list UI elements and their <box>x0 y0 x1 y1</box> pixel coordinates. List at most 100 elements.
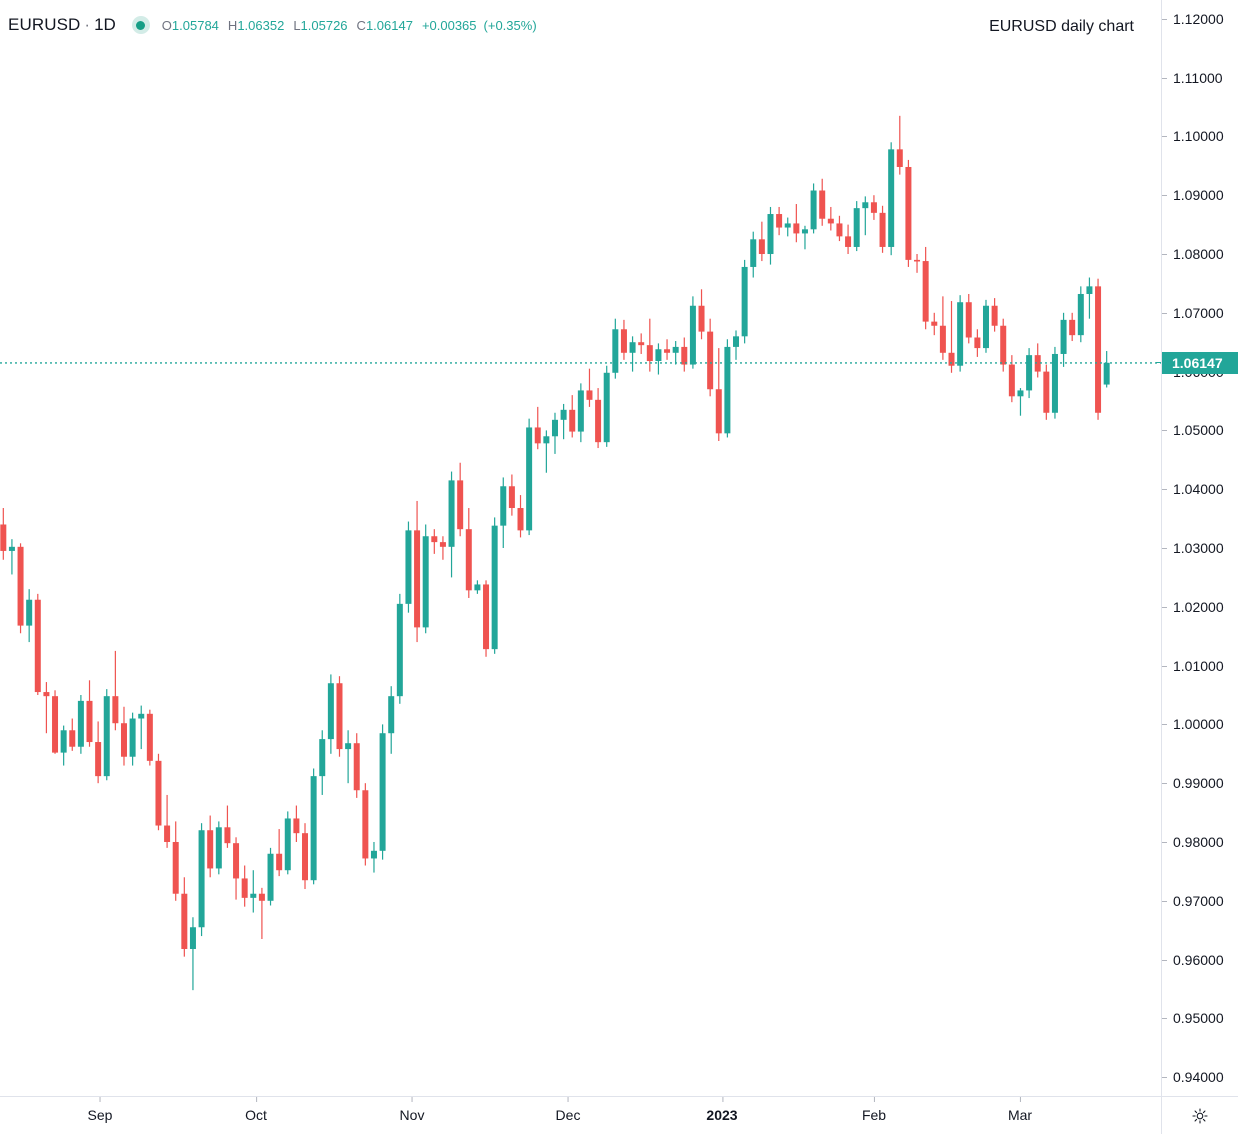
chart-settings-button[interactable] <box>1161 1096 1238 1134</box>
candle-body <box>491 525 498 650</box>
ohlc-key: H <box>227 17 238 33</box>
ohlc-values: O1.05784 H1.06352 L1.05726 C1.06147 +0.00365… <box>162 18 537 33</box>
candle-body <box>1000 325 1007 365</box>
candle-body <box>345 743 352 750</box>
candle-body <box>370 850 377 859</box>
candle-body <box>715 389 722 434</box>
candle-body <box>233 843 240 879</box>
candle-body <box>1060 319 1067 354</box>
candle-body <box>508 486 515 509</box>
candle-body <box>758 239 765 255</box>
candle-body <box>181 893 188 949</box>
candle-wick <box>1019 388 1022 416</box>
candle-body <box>655 349 662 362</box>
candle-body <box>1095 286 1102 413</box>
time-axis-tick: Dec <box>556 1097 580 1123</box>
candle-body <box>8 546 15 551</box>
candle-body <box>620 329 627 353</box>
time-axis-tick-label: Nov <box>399 1107 425 1123</box>
chart-note: EURUSD daily chart <box>989 18 1134 35</box>
price-change: +0.00365 <box>421 17 477 33</box>
candle-body <box>103 696 110 777</box>
candle-body <box>879 212 886 247</box>
candle-body <box>474 584 481 591</box>
candle-body <box>189 927 196 950</box>
ohlc-key: L <box>293 17 301 33</box>
ohlc-h: H1.06352 <box>228 18 284 33</box>
candle-body <box>353 743 360 791</box>
candle-body <box>853 208 860 247</box>
candle-body <box>965 302 972 338</box>
candle-body <box>34 599 41 693</box>
candle-wick <box>226 805 229 848</box>
candle-body <box>801 229 808 234</box>
candle-body <box>439 542 446 547</box>
candle-body <box>120 723 127 757</box>
candle-body <box>577 390 584 432</box>
ohlc-key: C <box>356 17 366 33</box>
price-axis-tick-label: 0.95000 <box>1173 1010 1224 1027</box>
candle-wick <box>631 336 634 372</box>
candle-body <box>1008 364 1015 397</box>
candle-body <box>164 825 171 842</box>
candle-body <box>888 149 895 247</box>
candle-body <box>870 202 877 213</box>
candle-body <box>551 419 558 437</box>
candle-body <box>517 508 524 531</box>
live-dot-icon[interactable] <box>130 14 152 36</box>
candle-body <box>198 830 205 928</box>
candle-body <box>586 390 593 400</box>
last-price-badge[interactable]: 1.06147 <box>1156 351 1238 374</box>
time-axis-tick-label: Mar <box>1007 1107 1033 1123</box>
candle-body <box>396 603 403 697</box>
price-axis-tick-label: 1.02000 <box>1173 598 1224 615</box>
symbol-title[interactable]: EURUSD <box>8 15 81 34</box>
candle-wick <box>442 536 444 560</box>
price-change-percent: (+0.35%) <box>483 17 537 33</box>
candle-wick <box>545 430 547 473</box>
interval-label[interactable]: 1D <box>94 15 116 34</box>
candle-wick <box>588 368 591 407</box>
candle-wick <box>45 682 48 734</box>
candle-body <box>664 349 671 353</box>
ohlc-key: O <box>161 17 172 33</box>
candle-body <box>991 305 998 326</box>
candle-wick <box>252 870 254 913</box>
candle-body <box>215 827 222 869</box>
time-axis[interactable]: Sep Oct Nov Dec 2023 Feb Mar <box>0 1096 1161 1134</box>
candle-body <box>17 546 24 626</box>
price-axis-tick-label: 1.10000 <box>1173 128 1224 145</box>
time-axis-tick: Sep <box>88 1097 112 1123</box>
candle-body <box>922 261 929 322</box>
price-axis-tick-label: 1.00000 <box>1173 716 1224 733</box>
candle-body <box>810 190 817 230</box>
candle-body <box>724 346 731 434</box>
candle-body <box>845 236 852 247</box>
candle-body <box>1051 353 1058 413</box>
price-axis-tick-label: 1.01000 <box>1173 657 1224 674</box>
candle-body <box>379 733 386 851</box>
candle-body <box>534 427 541 444</box>
candle-body <box>595 399 602 443</box>
chart-plot-area[interactable] <box>0 0 1161 1096</box>
price-axis-tick-label: 1.12000 <box>1173 10 1224 27</box>
candle-body <box>827 218 834 224</box>
candle-body <box>129 718 136 757</box>
time-axis-tick-label: Dec <box>555 1107 581 1123</box>
price-axis[interactable]: 1.12000 1.11000 1.10000 1.09000 1.08000 1.070… <box>1156 0 1238 1096</box>
chart-legend[interactable]: EURUSD · 1D O1.05784 H1.06352 L1.05726 C1.0… <box>8 14 537 36</box>
legend-separator: · <box>84 15 91 34</box>
candle-body <box>310 776 317 881</box>
time-axis-tick-label: Feb <box>861 1107 887 1123</box>
candle-body <box>1026 355 1033 391</box>
time-axis-tick: Nov <box>400 1097 424 1123</box>
candle-body <box>267 853 274 901</box>
candle-body <box>1043 371 1050 413</box>
price-axis-tick-label: 0.99000 <box>1173 775 1224 792</box>
candle-body <box>77 700 84 747</box>
candle-body <box>733 336 740 347</box>
candle-wick <box>140 705 142 750</box>
candle-body <box>405 530 412 604</box>
candle-body <box>784 223 791 228</box>
time-axis-tick: Mar <box>1008 1097 1032 1123</box>
